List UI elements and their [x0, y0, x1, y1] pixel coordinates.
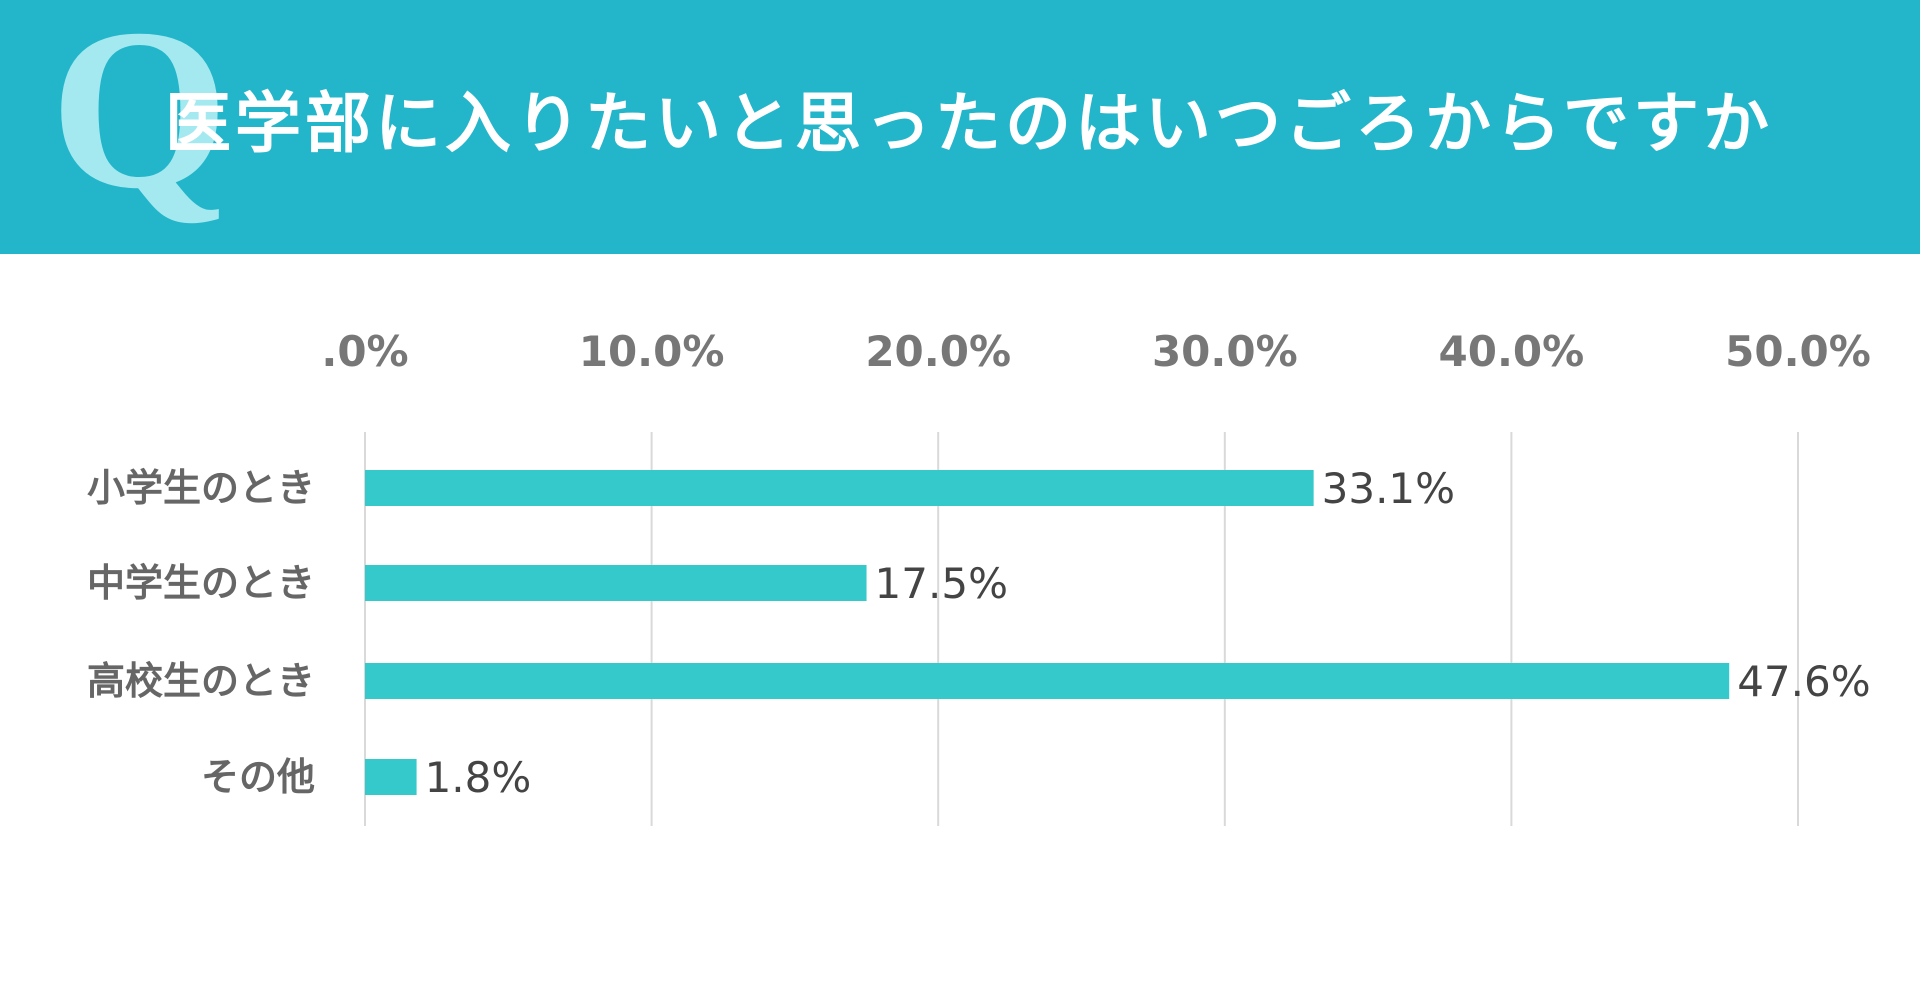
- bar: [365, 759, 417, 795]
- bar-chart: .0% 10.0% 20.0% 30.0% 40.0% 50.0% 小学生のとき 33.1% 中…: [0, 254, 1920, 1005]
- data-label: 33.1%: [1322, 464, 1455, 513]
- category-label: 小学生のとき: [87, 466, 315, 510]
- bar-chart-svg: .0% 10.0% 20.0% 30.0% 40.0% 50.0% 小学生のとき 33.1% 中…: [87, 327, 1871, 826]
- category-label: その他: [201, 755, 315, 799]
- bar: [365, 565, 867, 601]
- x-tick-label: 20.0%: [865, 327, 1011, 376]
- x-tick-label: 30.0%: [1152, 327, 1298, 376]
- bar: [365, 470, 1314, 506]
- bar: [365, 663, 1730, 699]
- question-title: 医学部に入りたいと思ったのはいつごろからですか: [165, 85, 1774, 162]
- x-tick-label: 10.0%: [579, 327, 725, 376]
- x-tick-label: 40.0%: [1439, 327, 1585, 376]
- x-tick-label: 50.0%: [1725, 327, 1871, 376]
- data-label: 1.8%: [425, 753, 532, 802]
- category-label: 中学生のとき: [87, 561, 315, 605]
- q-mark: Q: [50, 0, 229, 236]
- category-label: 高校生のとき: [87, 659, 315, 703]
- data-label: 17.5%: [875, 559, 1008, 608]
- question-header: Q 医学部に入りたいと思ったのはいつごろからですか: [0, 0, 1920, 254]
- x-tick-label: .0%: [321, 327, 408, 376]
- data-label: 47.6%: [1737, 657, 1870, 706]
